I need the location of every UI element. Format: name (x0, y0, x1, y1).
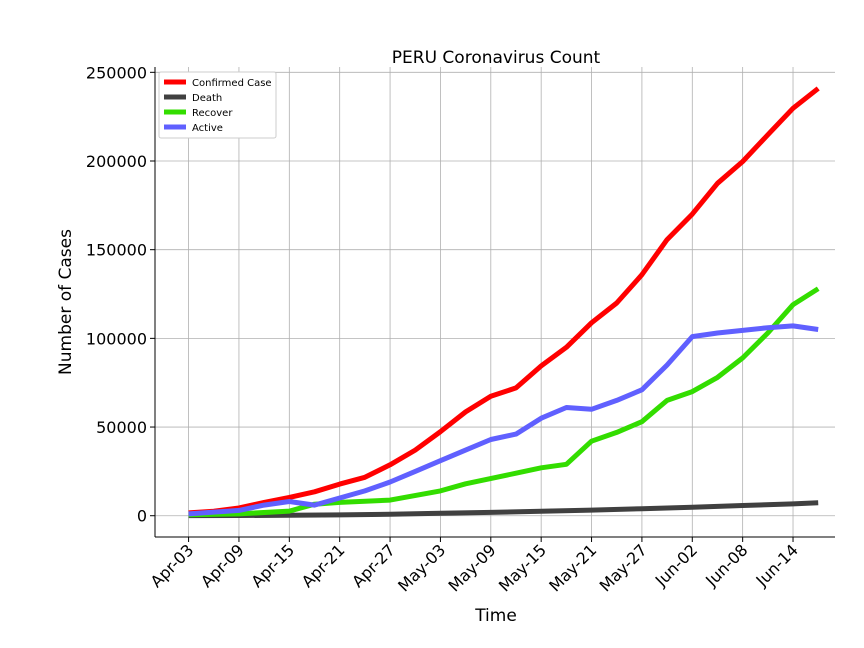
x-tick-label: Apr-27 (348, 540, 399, 591)
x-tick-label: Jun-14 (752, 540, 802, 590)
x-tick-label: Apr-03 (147, 540, 198, 591)
y-tick-label: 200000 (86, 152, 147, 171)
axes (154, 67, 835, 538)
x-tick-label: Jun-08 (701, 540, 751, 590)
legend-box (158, 71, 277, 139)
y-tick-label: 100000 (86, 329, 147, 348)
legend-label: Recover (192, 108, 233, 119)
x-tick-label: May-15 (495, 540, 550, 595)
x-tick-label: Apr-09 (197, 540, 248, 591)
series-layer (188, 86, 820, 519)
legend-label: Confirmed Case (192, 78, 272, 89)
series-line-active (188, 323, 819, 517)
x-tick-label: May-21 (545, 540, 600, 595)
series-line-confirmed-case (188, 86, 820, 516)
y-tick-label: 250000 (86, 63, 147, 82)
x-tick-label: May-09 (445, 540, 500, 595)
x-axis-label: Time (474, 606, 517, 626)
x-tick-label: Jun-02 (651, 540, 701, 590)
legend: Confirmed Case Death Recover Active (158, 71, 277, 139)
y-axis-label: Number of Cases (56, 229, 76, 375)
y-tick-label: 0 (137, 507, 147, 526)
series-line-recover (188, 286, 820, 518)
legend-label: Active (192, 123, 223, 134)
x-tick-label: Apr-15 (247, 540, 298, 591)
y-tick-label: 50000 (96, 418, 147, 437)
x-tick-label: May-03 (394, 540, 449, 595)
legend-label: Death (192, 93, 222, 104)
x-tick-label: Apr-21 (298, 540, 349, 591)
y-ticks: 0 50000 100000 150000 200000 250000 (86, 63, 155, 526)
chart-title: PERU Coronavirus Count (392, 48, 601, 68)
series-line-death (188, 500, 819, 519)
x-ticks: Apr-03 Apr-09 Apr-15 Apr-21 Apr-27May-03May-… (147, 537, 802, 596)
x-tick-label: May-27 (596, 540, 651, 595)
y-tick-label: 150000 (86, 241, 147, 260)
